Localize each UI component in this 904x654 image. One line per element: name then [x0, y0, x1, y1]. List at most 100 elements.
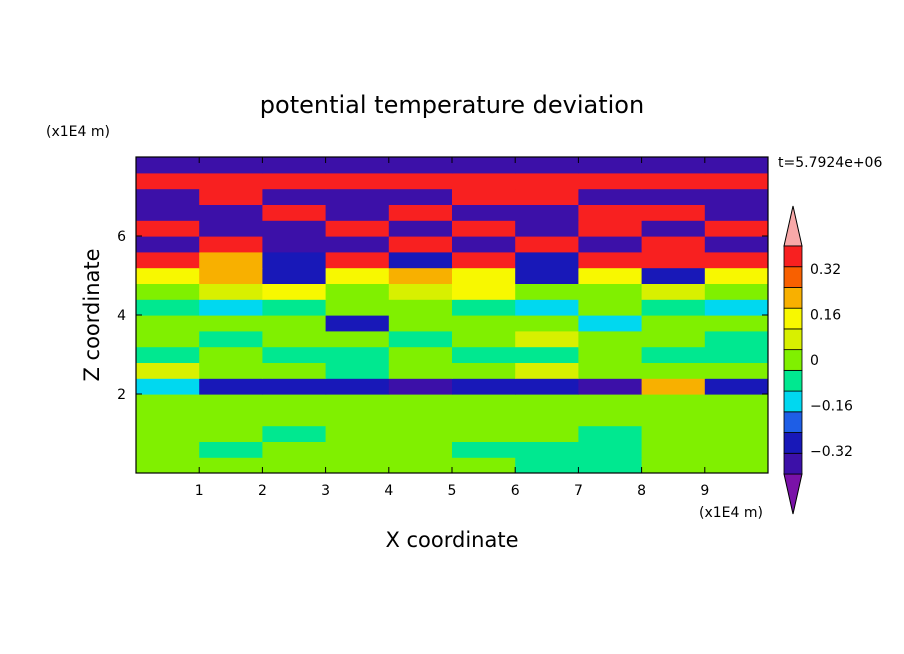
field-cell	[199, 299, 263, 316]
field-cell	[388, 283, 453, 300]
field-cell	[452, 409, 516, 427]
field-cell	[325, 251, 390, 269]
field-cell	[704, 362, 768, 379]
x-tick-label: 1	[195, 483, 204, 499]
field-cell	[578, 330, 643, 348]
x-tick-label: 4	[384, 483, 393, 499]
field-cell	[325, 457, 390, 473]
x-tick-label: 6	[511, 483, 520, 499]
field-plot	[136, 157, 768, 473]
colorbar-extend-high	[783, 205, 803, 247]
field-cell	[452, 378, 516, 395]
field-cell	[136, 188, 200, 205]
field-cell	[388, 346, 453, 363]
field-cell	[452, 267, 516, 284]
colorbar-tick-label: 0	[810, 353, 819, 369]
field-cell	[704, 283, 768, 300]
x-tick-label: 3	[321, 483, 330, 499]
field-cell	[199, 425, 263, 442]
field-cell	[704, 299, 768, 316]
field-cell	[262, 236, 327, 253]
field-cell	[704, 394, 768, 411]
field-cell	[641, 204, 706, 221]
field-cell	[704, 346, 768, 363]
field-cell	[452, 220, 516, 237]
colorbar-tick-label: 0.32	[810, 262, 841, 278]
field-cell	[388, 188, 453, 205]
field-cell	[199, 378, 263, 395]
x-tick-label: 7	[574, 483, 583, 499]
field-cell	[262, 299, 327, 316]
field-cell	[262, 172, 327, 190]
field-cell	[199, 346, 263, 363]
field-cell	[136, 251, 200, 269]
field-cell	[262, 394, 327, 411]
field-cell	[578, 172, 643, 190]
field-cell	[641, 409, 706, 427]
field-cell	[515, 346, 579, 363]
field-cell	[452, 188, 516, 205]
field-cell	[578, 283, 643, 300]
field-cell	[136, 204, 200, 221]
field-cell	[641, 346, 706, 363]
field-cell	[136, 378, 200, 395]
field-cell	[452, 330, 516, 348]
field-cell	[515, 236, 579, 253]
field-cell	[515, 330, 579, 348]
y-tick-label: 4	[117, 308, 126, 324]
colorbar-tick-label: −0.32	[810, 444, 853, 460]
field-cell	[136, 441, 200, 458]
field-cell	[452, 251, 516, 269]
x-axis-title: X coordinate	[385, 528, 518, 552]
field-cell	[641, 394, 706, 411]
field-cell	[641, 315, 706, 332]
field-cell	[578, 267, 643, 284]
field-cell	[262, 441, 327, 458]
colorbar-swatch	[783, 390, 803, 413]
field-cell	[641, 441, 706, 458]
field-cell	[641, 172, 706, 190]
field-cell	[325, 394, 390, 411]
colorbar-swatch	[783, 411, 803, 433]
field-cell	[641, 188, 706, 205]
field-cell	[578, 204, 643, 221]
field-cell	[136, 220, 200, 237]
field-cell	[325, 378, 390, 395]
field-cell	[199, 267, 263, 284]
field-cell	[704, 267, 768, 284]
field-cell	[262, 425, 327, 442]
field-cell	[199, 172, 263, 190]
field-cell	[641, 299, 706, 316]
field-cell	[515, 425, 579, 442]
field-cell	[136, 315, 200, 332]
x-tick-label: 8	[637, 483, 646, 499]
field-cell	[641, 267, 706, 284]
field-cell	[388, 409, 453, 427]
x-tick-label: 2	[258, 483, 267, 499]
field-cell	[262, 188, 327, 205]
field-cell	[641, 157, 706, 174]
field-cell	[262, 220, 327, 237]
colorbar: 0.32 0.16 0 −0.16 −0.32	[783, 205, 853, 515]
field-cell	[136, 425, 200, 442]
field-cell	[641, 251, 706, 269]
field-cell	[136, 172, 200, 190]
field-cell	[136, 394, 200, 411]
field-cell	[262, 346, 327, 363]
field-cell	[704, 157, 768, 174]
field-cell	[262, 251, 327, 269]
field-cell	[262, 204, 327, 221]
field-cell	[199, 236, 263, 253]
field-cell	[515, 378, 579, 395]
field-cell	[325, 441, 390, 458]
field-cell	[704, 188, 768, 205]
field-cell	[515, 204, 579, 221]
field-cell	[388, 251, 453, 269]
field-cell	[704, 441, 768, 458]
y-unit-label: (x1E4 m)	[46, 124, 110, 140]
field-cell	[578, 299, 643, 316]
field-cell	[136, 330, 200, 348]
field-cell	[262, 157, 327, 174]
field-cell	[578, 425, 643, 442]
field-cell	[325, 330, 390, 348]
